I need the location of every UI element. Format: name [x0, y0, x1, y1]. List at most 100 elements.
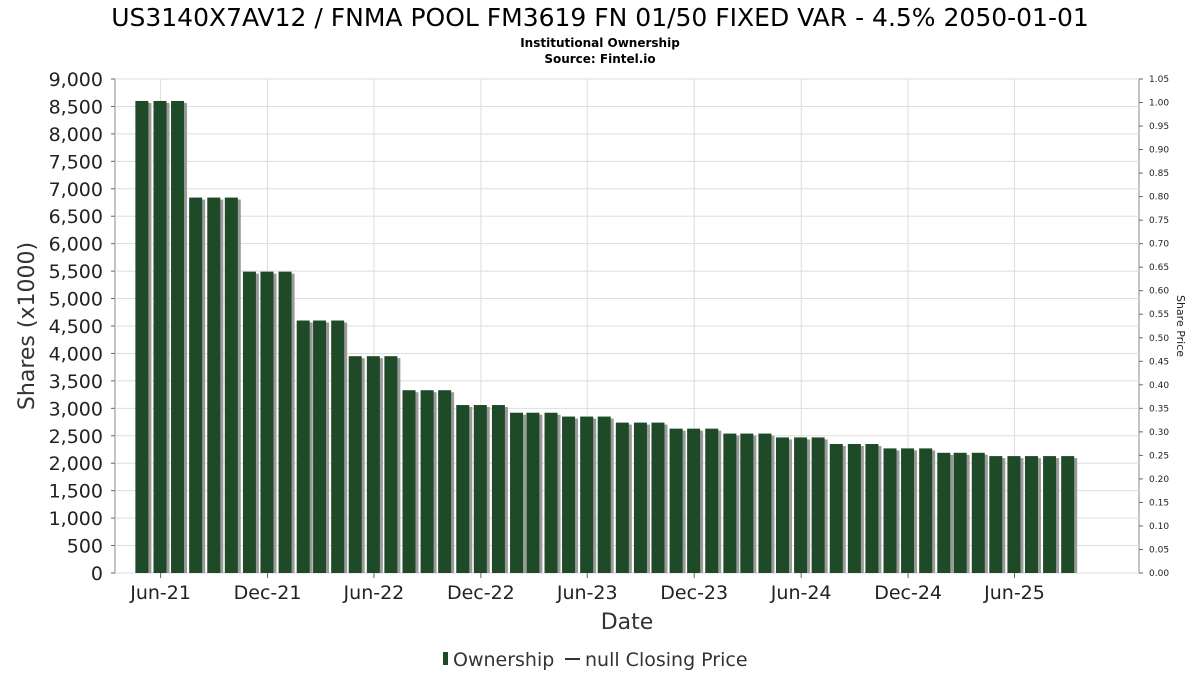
y-tick-label: 500: [67, 536, 103, 558]
y2-tick-label: 1.00: [1149, 99, 1169, 109]
ownership-bar: [597, 416, 611, 573]
ownership-bar: [296, 320, 310, 573]
ownership-bar: [919, 448, 933, 573]
ownership-bar: [705, 428, 719, 573]
ownership-bars: [135, 100, 1078, 573]
ownership-bar: [1043, 456, 1057, 573]
x-tick-label: Dec-24: [874, 582, 942, 604]
y2-tick-label: 0.50: [1149, 334, 1169, 344]
ownership-bar: [580, 416, 594, 573]
ownership-bar: [313, 320, 327, 573]
ownership-bar: [189, 197, 203, 573]
y-tick-label: 9,000: [49, 69, 103, 91]
y-tick-label: 3,000: [49, 398, 103, 420]
ownership-bar: [331, 320, 345, 573]
ownership-bar: [971, 452, 985, 573]
ownership-bar: [402, 390, 416, 573]
y2-tick-label: 0.25: [1149, 451, 1169, 461]
y-tick-label: 6,000: [49, 234, 103, 256]
y2-tick-label: 0.15: [1149, 498, 1169, 508]
y2-tick-label: 0.45: [1149, 357, 1169, 367]
ownership-bar: [758, 433, 772, 573]
ownership-bar: [278, 271, 292, 573]
ownership-bar: [937, 452, 951, 573]
ownership-bar: [775, 437, 789, 573]
ownership-bar: [438, 390, 452, 573]
y2-tick-label: 0.40: [1149, 381, 1169, 391]
y-tick-label: 5,000: [49, 289, 103, 311]
ownership-bar: [491, 405, 505, 573]
ownership-bar: [723, 433, 737, 573]
y-tick-label: 7,000: [49, 179, 103, 201]
x-tick-label: Jun-21: [129, 582, 191, 604]
y-tick-label: 6,500: [49, 206, 103, 228]
ownership-bar: [615, 422, 629, 573]
y2-tick-label: 0.95: [1149, 122, 1169, 132]
x-tick-label: Dec-22: [447, 582, 515, 604]
y-tick-label: 1,500: [49, 481, 103, 503]
y2-tick-label: 0.20: [1149, 475, 1169, 485]
ownership-bar: [1007, 456, 1021, 573]
y-axis-title: Shares (x1000): [15, 242, 40, 410]
y2-tick-label: 0.10: [1149, 522, 1169, 532]
ownership-bar: [847, 444, 861, 573]
ownership-bar: [526, 412, 540, 573]
ownership-bar: [883, 448, 897, 573]
y-tick-label: 2,000: [49, 453, 103, 475]
y-tick-label: 0: [91, 563, 103, 585]
ownership-bar: [1061, 456, 1075, 573]
y2-tick-label: 0.75: [1149, 216, 1169, 226]
y2-tick-label: 0.05: [1149, 545, 1169, 555]
x-axis-ticks: Jun-21 Dec-21 Jun-22 Dec-22 Jun-23 Dec-23 Jun-…: [129, 573, 1045, 604]
ownership-bar: [1024, 456, 1038, 573]
ownership-bar: [420, 390, 434, 573]
ownership-bar: [473, 405, 487, 573]
legend: Ownership null Closing Price: [443, 649, 748, 671]
ownership-bar: [740, 433, 754, 573]
ownership-bar: [669, 428, 683, 573]
y-tick-label: 1,000: [49, 508, 103, 530]
ownership-bar: [384, 356, 398, 573]
ownership-bar: [633, 422, 647, 573]
y2-tick-label: 1.05: [1149, 75, 1169, 85]
x-tick-label: Dec-21: [234, 582, 302, 604]
chart-subtitle-line-2: Source: Fintel.io: [544, 52, 655, 66]
ownership-bar: [562, 416, 576, 573]
ownership-bar: [510, 412, 524, 573]
x-axis-title: Date: [601, 610, 654, 635]
x-tick-label: Jun-24: [770, 582, 832, 604]
ownership-bar: [794, 437, 808, 573]
y-tick-label: 2,500: [49, 426, 103, 448]
ownership-bar: [687, 428, 701, 573]
ownership-bar: [865, 444, 879, 573]
ownership-bar: [348, 356, 362, 573]
x-tick-label: Dec-23: [660, 582, 728, 604]
left-axis-ticks: 0 500 1,000 1,500 2,000 2,500 3,000 3,500 4,000 4…: [49, 69, 115, 585]
y2-tick-label: 0.00: [1149, 569, 1169, 579]
y2-tick-label: 0.85: [1149, 169, 1169, 179]
ownership-bar: [171, 100, 185, 573]
ownership-bar: [260, 271, 274, 573]
y2-tick-label: 0.80: [1149, 193, 1169, 203]
ownership-bar: [901, 448, 915, 573]
y-tick-label: 5,500: [49, 261, 103, 283]
ownership-bar: [829, 444, 843, 573]
chart-subtitle-line-1: Institutional Ownership: [520, 36, 680, 50]
ownership-bar: [953, 452, 967, 573]
x-tick-label: Jun-22: [343, 582, 405, 604]
x-tick-label: Jun-23: [556, 582, 618, 604]
ownership-bar: [153, 100, 167, 573]
y-tick-label: 8,500: [49, 96, 103, 118]
legend-label-ownership: Ownership: [453, 649, 554, 671]
right-axis-title: Share Price: [1174, 295, 1187, 357]
ownership-bar: [651, 422, 665, 573]
legend-bar-swatch: [443, 652, 448, 665]
ownership-bar: [224, 197, 238, 573]
ownership-bar: [135, 100, 149, 573]
y2-tick-label: 0.65: [1149, 263, 1169, 273]
y2-tick-label: 0.70: [1149, 240, 1169, 250]
ownership-bar: [456, 405, 470, 573]
y2-tick-label: 0.90: [1149, 146, 1169, 156]
y-tick-label: 4,000: [49, 343, 103, 365]
